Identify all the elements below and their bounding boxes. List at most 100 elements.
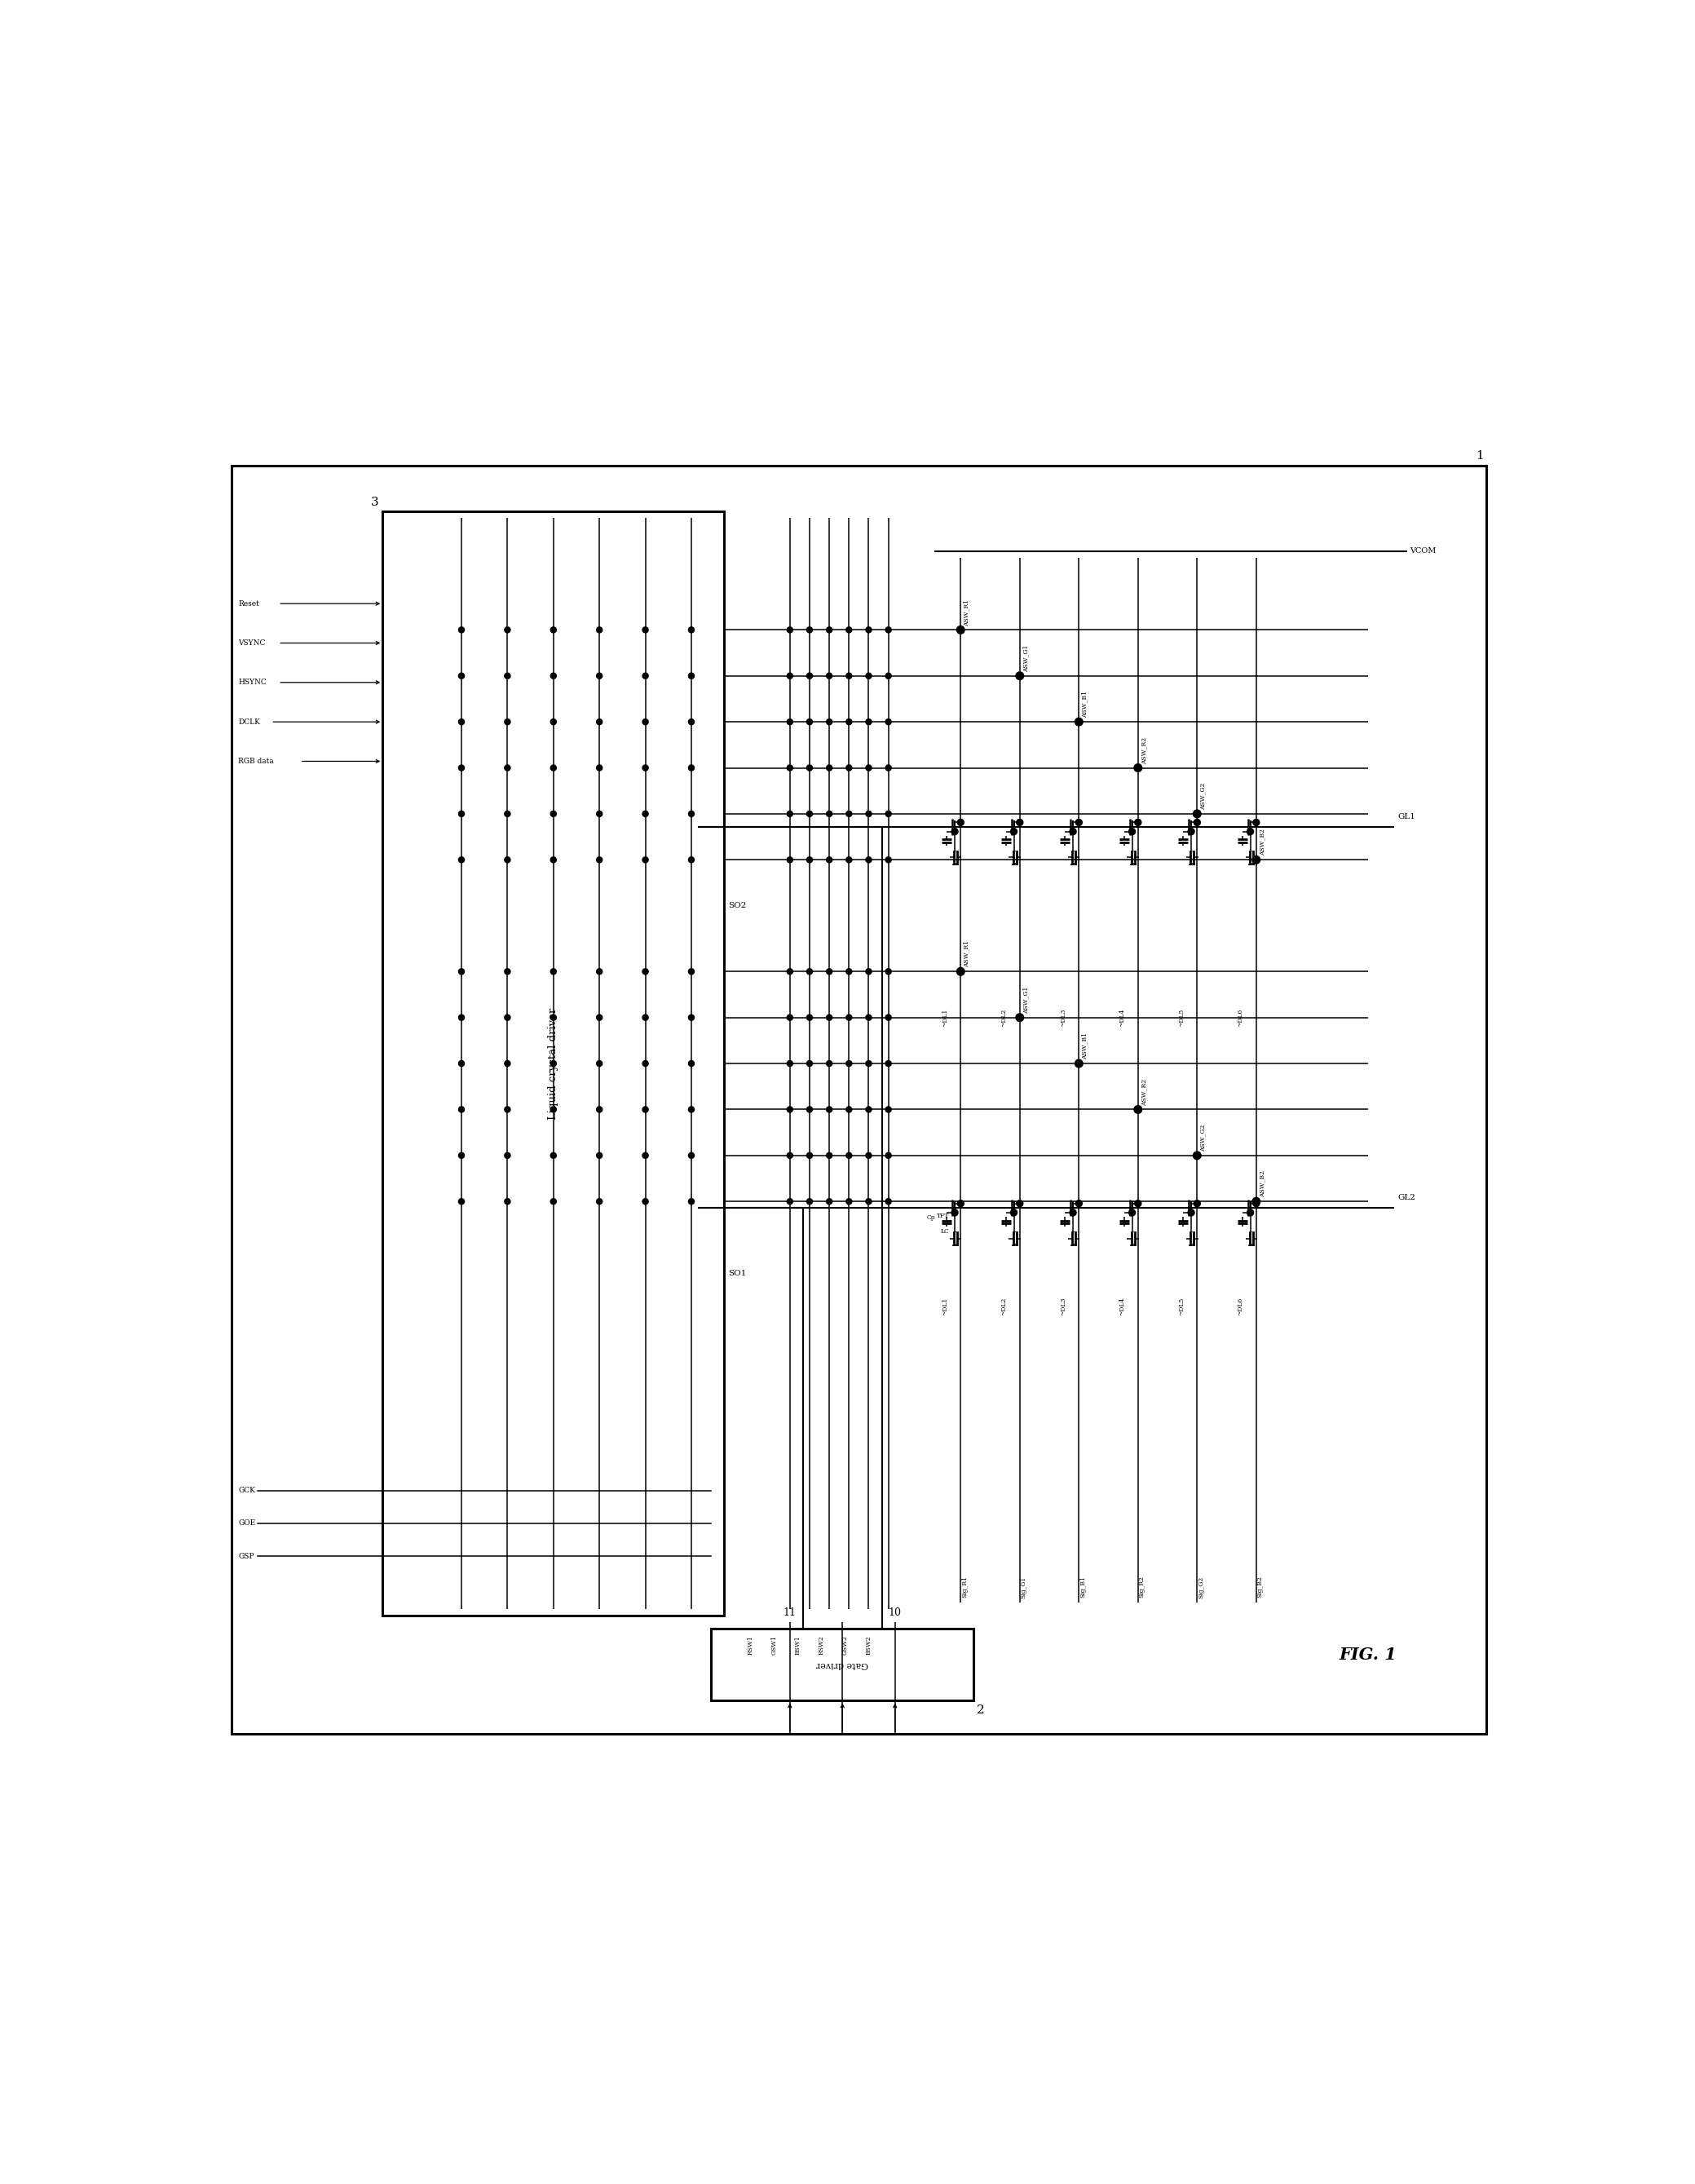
Circle shape xyxy=(597,1061,602,1066)
Circle shape xyxy=(459,764,464,771)
Circle shape xyxy=(505,1153,510,1158)
Circle shape xyxy=(807,970,812,974)
Circle shape xyxy=(827,1153,832,1158)
Circle shape xyxy=(505,970,510,974)
Circle shape xyxy=(885,719,892,725)
Circle shape xyxy=(642,1107,647,1112)
Circle shape xyxy=(1076,819,1081,826)
Circle shape xyxy=(786,856,793,863)
Text: ~DL1: ~DL1 xyxy=(942,1009,948,1026)
Circle shape xyxy=(505,810,510,817)
Circle shape xyxy=(846,627,853,633)
Text: 3: 3 xyxy=(371,496,378,507)
Circle shape xyxy=(866,627,871,633)
Text: GSW1: GSW1 xyxy=(771,1636,778,1655)
Circle shape xyxy=(956,968,964,976)
Circle shape xyxy=(1070,828,1076,834)
Circle shape xyxy=(597,673,602,679)
Circle shape xyxy=(505,1107,510,1112)
Text: ASW_B2: ASW_B2 xyxy=(1259,830,1266,856)
Circle shape xyxy=(885,1153,892,1158)
Circle shape xyxy=(1076,1201,1081,1208)
Text: ~DL5: ~DL5 xyxy=(1178,1009,1185,1026)
Circle shape xyxy=(885,1061,892,1066)
Circle shape xyxy=(827,1199,832,1203)
Circle shape xyxy=(1015,1013,1024,1022)
Circle shape xyxy=(642,810,647,817)
Text: GCK: GCK xyxy=(237,1487,256,1494)
Text: Sig_G2: Sig_G2 xyxy=(1198,1577,1203,1599)
Circle shape xyxy=(827,856,832,863)
Circle shape xyxy=(1017,819,1024,826)
Circle shape xyxy=(688,970,695,974)
Circle shape xyxy=(551,1153,556,1158)
Circle shape xyxy=(846,810,853,817)
Text: Sig_B1: Sig_B1 xyxy=(1080,1577,1086,1599)
Circle shape xyxy=(1253,1201,1259,1208)
Circle shape xyxy=(642,764,647,771)
Circle shape xyxy=(951,1210,958,1216)
Circle shape xyxy=(1134,764,1142,771)
Circle shape xyxy=(551,1016,556,1020)
Text: ~DL6: ~DL6 xyxy=(1237,1009,1244,1026)
Circle shape xyxy=(459,810,464,817)
Circle shape xyxy=(505,856,510,863)
Text: DCLK: DCLK xyxy=(237,719,259,725)
Circle shape xyxy=(866,719,871,725)
Circle shape xyxy=(1253,819,1259,826)
Circle shape xyxy=(551,719,556,725)
Text: RSW2: RSW2 xyxy=(819,1636,825,1655)
Circle shape xyxy=(807,856,812,863)
Circle shape xyxy=(786,810,793,817)
Circle shape xyxy=(1010,1210,1017,1216)
Circle shape xyxy=(885,1199,892,1203)
Text: HSYNC: HSYNC xyxy=(237,679,266,686)
Circle shape xyxy=(866,810,871,817)
Circle shape xyxy=(827,1107,832,1112)
Circle shape xyxy=(551,1199,556,1203)
Text: ASW_G2: ASW_G2 xyxy=(1200,782,1207,810)
Circle shape xyxy=(1015,673,1024,679)
Text: ASW_G1: ASW_G1 xyxy=(1022,644,1029,673)
Circle shape xyxy=(1129,828,1136,834)
Text: ~DL3: ~DL3 xyxy=(1059,1009,1066,1026)
Text: ~DL5: ~DL5 xyxy=(1178,1297,1185,1315)
Circle shape xyxy=(551,970,556,974)
Circle shape xyxy=(866,856,871,863)
Circle shape xyxy=(597,810,602,817)
Circle shape xyxy=(885,673,892,679)
Circle shape xyxy=(688,764,695,771)
Circle shape xyxy=(1248,828,1254,834)
Circle shape xyxy=(688,1061,695,1066)
Circle shape xyxy=(1075,1059,1083,1068)
Text: SO2: SO2 xyxy=(729,902,746,909)
Circle shape xyxy=(1193,1151,1202,1160)
Circle shape xyxy=(597,1153,602,1158)
Text: Gate driver: Gate driver xyxy=(817,1660,868,1669)
Text: Reset: Reset xyxy=(237,601,259,607)
Circle shape xyxy=(505,719,510,725)
Circle shape xyxy=(551,627,556,633)
Circle shape xyxy=(505,673,510,679)
Text: 10: 10 xyxy=(888,1607,902,1618)
Text: RGB data: RGB data xyxy=(237,758,275,764)
Text: RSW1: RSW1 xyxy=(747,1636,754,1655)
Circle shape xyxy=(642,627,647,633)
Circle shape xyxy=(866,1107,871,1112)
Circle shape xyxy=(807,1153,812,1158)
Circle shape xyxy=(885,810,892,817)
Circle shape xyxy=(786,1061,793,1066)
Circle shape xyxy=(885,970,892,974)
Circle shape xyxy=(505,627,510,633)
Circle shape xyxy=(597,764,602,771)
Text: ASW_B1: ASW_B1 xyxy=(1081,690,1088,719)
Circle shape xyxy=(642,1199,647,1203)
Circle shape xyxy=(597,1016,602,1020)
Circle shape xyxy=(688,856,695,863)
Circle shape xyxy=(827,1061,832,1066)
Text: 11: 11 xyxy=(783,1607,797,1618)
Text: ~DL2: ~DL2 xyxy=(1000,1297,1007,1315)
Circle shape xyxy=(827,627,832,633)
Circle shape xyxy=(866,1153,871,1158)
Circle shape xyxy=(551,856,556,863)
